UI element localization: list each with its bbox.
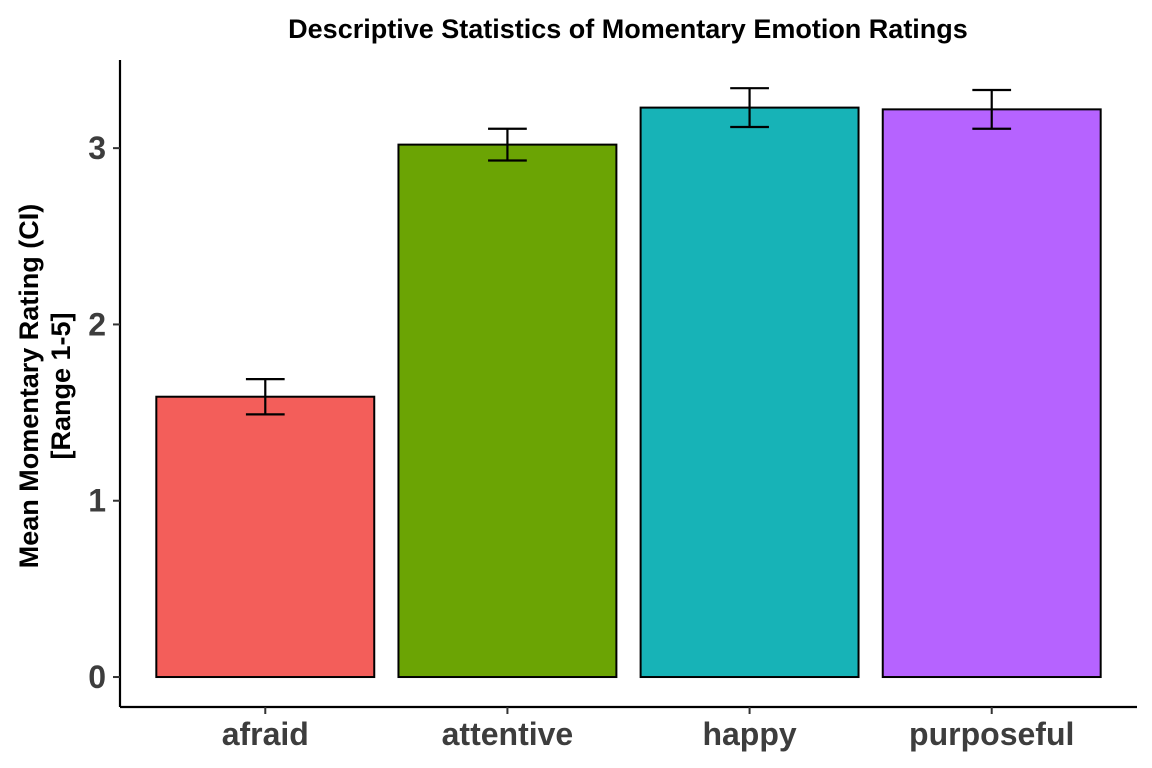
- error-bars-layer: [245, 87, 1012, 416]
- bar-afraid: [155, 395, 376, 679]
- y-axis-title-line-1: Mean Momentary Rating (CI): [14, 204, 44, 569]
- error-bar-afraid: [245, 377, 285, 416]
- y-tick-label-3: 3: [88, 130, 106, 166]
- x-tick-label-happy: happy: [702, 716, 796, 752]
- error-bar-attentive: [488, 127, 527, 162]
- y-axis-title-line-2: [Range 1-5]: [46, 312, 76, 459]
- x-tick-label-attentive: attentive: [442, 716, 574, 752]
- axes-layer: [118, 60, 1137, 709]
- error-bar-purposeful: [972, 88, 1012, 130]
- y-tick-label-0: 0: [88, 659, 106, 695]
- bars-layer: [155, 106, 1102, 679]
- y-tick-label-1: 1: [88, 483, 106, 519]
- ticks-layer: afraid attentive happy purposeful 0 1 2 3: [88, 130, 1074, 752]
- error-bar-happy: [730, 87, 769, 129]
- x-tick-label-afraid: afraid: [222, 716, 309, 752]
- y-tick-label-2: 2: [88, 306, 106, 342]
- bar-purposeful: [881, 108, 1102, 679]
- x-tick-label-purposeful: purposeful: [909, 716, 1074, 752]
- chart-title: Descriptive Statistics of Momentary Emot…: [288, 14, 968, 44]
- bar-happy: [639, 106, 860, 679]
- bar-attentive: [397, 143, 618, 679]
